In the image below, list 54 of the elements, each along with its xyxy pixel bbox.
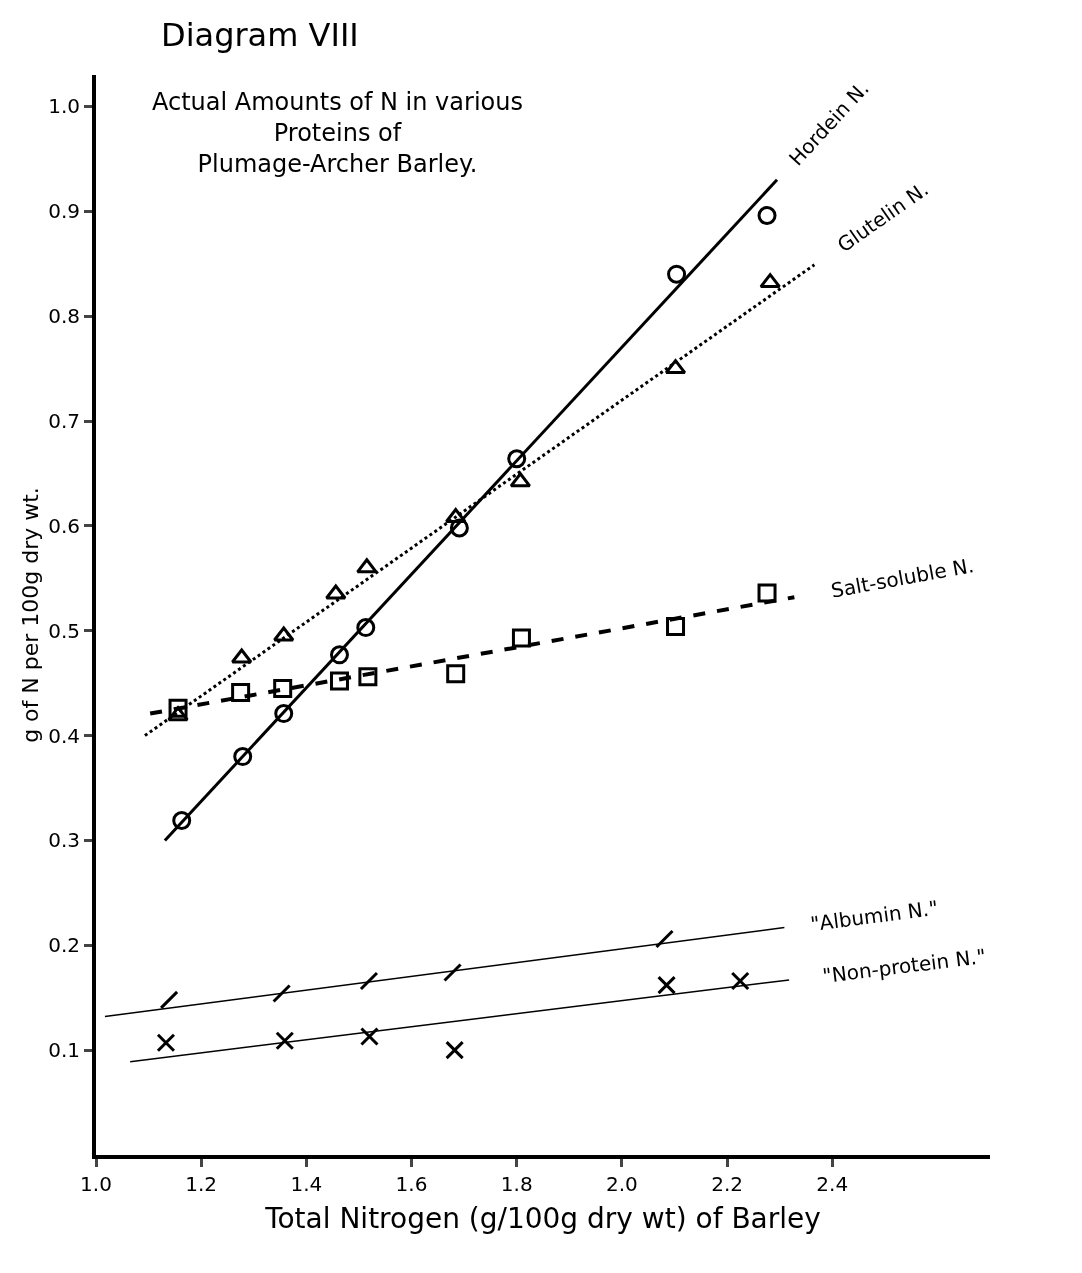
x-tick-label: 2.4 [816, 1172, 849, 1196]
point [231, 683, 251, 703]
x-axis-title: Total Nitrogen (g/100g dry wt) of Barley [264, 1201, 821, 1235]
y-tick-label: 0.4 [48, 723, 80, 748]
point [274, 704, 294, 724]
text: Actual Amounts of N in various Proteins of Plumage-Archer Barley. [152, 88, 523, 179]
point [446, 664, 466, 684]
y-tick-label: 0.5 [48, 618, 80, 643]
x-tick-label: 2.0 [605, 1172, 638, 1196]
point [358, 667, 378, 687]
y-tick-label: 0.1 [48, 1038, 80, 1063]
y-tick-label: 0.7 [48, 409, 80, 434]
chart-title: Diagram VIII [161, 16, 359, 54]
point [507, 449, 527, 469]
text: Salt-soluble N. [829, 553, 976, 603]
point [156, 1033, 176, 1053]
point [356, 558, 378, 574]
point [511, 628, 531, 648]
y-tick-label: 0.3 [48, 828, 80, 853]
point [329, 671, 349, 691]
y-tick-label: 0.8 [48, 304, 80, 329]
point [168, 698, 188, 718]
y-tick-label: 0.9 [48, 199, 80, 224]
point [325, 584, 347, 600]
point [273, 626, 295, 642]
point [667, 264, 687, 284]
x-tick-label: 1.2 [185, 1172, 218, 1196]
point [167, 706, 189, 722]
x-tick-label: 1.4 [290, 1172, 323, 1196]
point [657, 975, 677, 995]
text: "Non-protein N." [821, 943, 988, 989]
point [172, 811, 192, 830]
point [757, 206, 777, 225]
point [730, 971, 750, 991]
y-tick-label: 0.2 [48, 933, 80, 958]
point [275, 1031, 295, 1051]
x-tick-label: 1.6 [395, 1172, 428, 1196]
x-tick-label: 1.0 [80, 1172, 112, 1196]
point [359, 1027, 379, 1047]
x-tick-label: 1.8 [500, 1172, 533, 1196]
point [273, 678, 293, 698]
point [356, 618, 376, 638]
y-axis-title: g of N per 100g dry wt. [18, 487, 44, 743]
text: "Albumin N." [809, 895, 940, 937]
y-tick-label: 1.0 [48, 94, 80, 119]
x-tick-label: 2.2 [711, 1172, 743, 1196]
point [666, 617, 686, 637]
point [445, 1040, 465, 1060]
point [449, 518, 469, 538]
point [329, 645, 349, 665]
y-tick-label: 0.6 [48, 513, 80, 538]
point [233, 747, 253, 767]
point [757, 583, 777, 603]
point [759, 273, 781, 289]
